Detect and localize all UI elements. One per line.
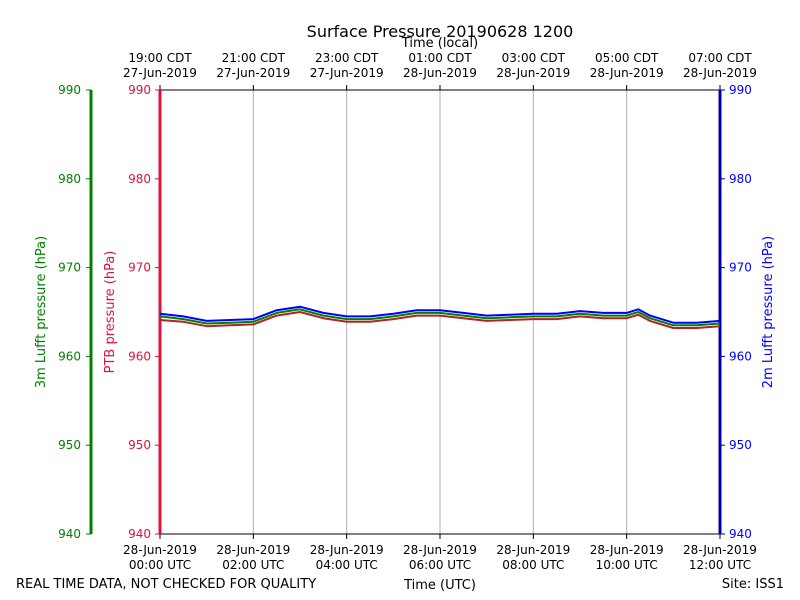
outer-y-axis-label: 3m Lufft pressure (hPa) xyxy=(34,236,49,388)
left-y-tick-label: 960 xyxy=(128,349,151,363)
quality-note: REAL TIME DATA, NOT CHECKED FOR QUALITY xyxy=(16,577,316,592)
outer-y-tick-label: 990 xyxy=(58,83,81,97)
right-y-tick-label: 960 xyxy=(729,349,752,363)
x-tick-local-time: 03:00 CDT xyxy=(502,51,566,65)
x-tick-utc-time: 10:00 UTC xyxy=(596,558,658,572)
site-label: Site: ISS1 xyxy=(722,577,784,592)
series-2m-lufft-pressure xyxy=(159,305,721,324)
x-tick-local-time: 07:00 CDT xyxy=(688,51,752,65)
left-y-tick-label: 980 xyxy=(128,172,151,186)
x-tick-local-time: 21:00 CDT xyxy=(222,51,286,65)
top-axis-label: Time (local) xyxy=(401,36,478,51)
x-tick-local-time: 23:00 CDT xyxy=(315,51,379,65)
series-3m-lufft-pressure xyxy=(159,308,721,327)
x-tick-utc-time: 00:00 UTC xyxy=(129,558,191,572)
x-tick-local-date: 27-Jun-2019 xyxy=(123,66,197,80)
x-tick-local-date: 28-Jun-2019 xyxy=(496,66,570,80)
x-tick-utc-time: 12:00 UTC xyxy=(689,558,751,572)
right-y-tick-label: 990 xyxy=(729,83,752,97)
x-tick-local-date: 27-Jun-2019 xyxy=(310,66,384,80)
x-tick-utc-date: 28-Jun-2019 xyxy=(123,543,197,557)
x-tick-local-time: 19:00 CDT xyxy=(128,51,192,65)
x-tick-local-date: 28-Jun-2019 xyxy=(590,66,664,80)
x-tick-utc-date: 28-Jun-2019 xyxy=(310,543,384,557)
x-tick-utc-date: 28-Jun-2019 xyxy=(403,543,477,557)
right-y-tick-label: 950 xyxy=(729,438,752,452)
x-tick-utc-date: 28-Jun-2019 xyxy=(496,543,570,557)
x-axis-label: Time (UTC) xyxy=(403,578,476,593)
right-y-tick-label: 980 xyxy=(729,172,752,186)
x-tick-utc-date: 28-Jun-2019 xyxy=(590,543,664,557)
x-tick-local-date: 28-Jun-2019 xyxy=(683,66,757,80)
x-tick-utc-date: 28-Jun-2019 xyxy=(216,543,290,557)
left-y-tick-label: 940 xyxy=(128,527,151,541)
left-y-tick-label: 990 xyxy=(128,83,151,97)
series-ptb-pressure xyxy=(159,311,721,329)
x-tick-local-date: 28-Jun-2019 xyxy=(403,66,477,80)
outer-y-tick-label: 960 xyxy=(58,349,81,363)
x-tick-utc-date: 28-Jun-2019 xyxy=(683,543,757,557)
outer-y-tick-label: 940 xyxy=(58,527,81,541)
x-tick-local-time: 01:00 CDT xyxy=(408,51,472,65)
x-tick-utc-time: 04:00 UTC xyxy=(316,558,378,572)
x-tick-local-time: 05:00 CDT xyxy=(595,51,659,65)
chart-title: Surface Pressure 20190628 1200 xyxy=(307,22,574,41)
x-tick-utc-time: 02:00 UTC xyxy=(222,558,284,572)
x-tick-utc-time: 06:00 UTC xyxy=(409,558,471,572)
x-tick-local-date: 27-Jun-2019 xyxy=(216,66,290,80)
left-y-axis-label: PTB pressure (hPa) xyxy=(103,251,118,374)
right-y-tick-label: 970 xyxy=(729,261,752,275)
outer-y-tick-label: 970 xyxy=(58,261,81,275)
left-y-tick-label: 950 xyxy=(128,438,151,452)
right-y-tick-label: 940 xyxy=(729,527,752,541)
right-y-axis-label: 2m Lufft pressure (hPa) xyxy=(761,236,776,388)
x-tick-utc-time: 08:00 UTC xyxy=(502,558,564,572)
outer-y-tick-label: 950 xyxy=(58,438,81,452)
left-y-tick-label: 970 xyxy=(128,261,151,275)
outer-y-tick-label: 980 xyxy=(58,172,81,186)
